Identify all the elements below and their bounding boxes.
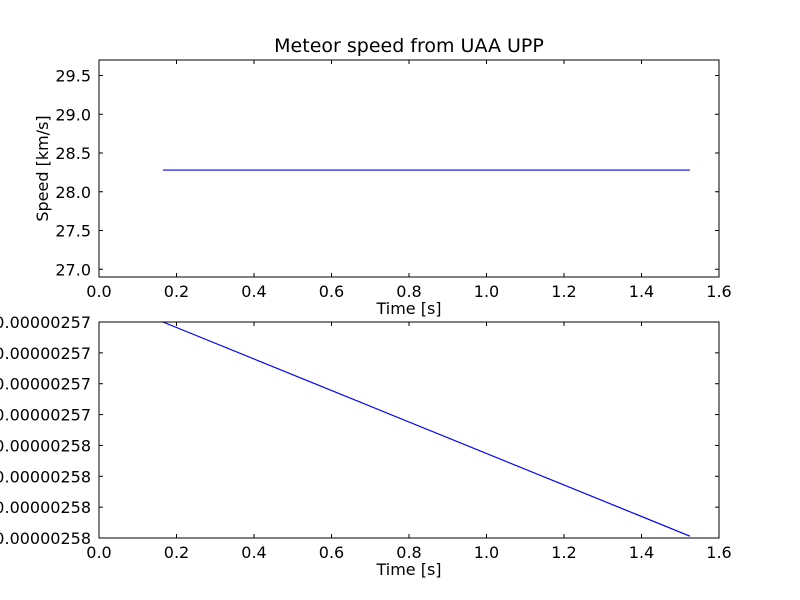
x-tick-label: 0.8 bbox=[396, 282, 421, 301]
series-line bbox=[162, 321, 691, 537]
y-tick-label: 0.00000258 bbox=[0, 467, 91, 486]
x-tick-label: 1.6 bbox=[706, 543, 731, 562]
x-tick-label: 0.0 bbox=[86, 543, 111, 562]
x-tick-label: 1.6 bbox=[706, 282, 731, 301]
x-tick-label: 1.0 bbox=[474, 282, 499, 301]
chart-title: Meteor speed from UAA UPP bbox=[274, 35, 544, 57]
x-tick-label: 0.4 bbox=[241, 543, 266, 562]
x-tick-label: 0.2 bbox=[164, 282, 189, 301]
x-tick-label: 0.0 bbox=[86, 282, 111, 301]
speed-chart: 0.0 0.2 0.4 0.6 0.8 1.0 1.2 1.4 1.6 27.0 27.5 28.0 2… bbox=[33, 35, 732, 318]
y-tick-label: 27.0 bbox=[55, 260, 91, 279]
x-tick-label: 0.6 bbox=[319, 282, 344, 301]
y-tick-label: 27.5 bbox=[55, 222, 91, 241]
x-tick-label: 0.2 bbox=[164, 543, 189, 562]
y-tick-label: 0.00000257 bbox=[0, 313, 91, 332]
x-tick-label: 1.2 bbox=[551, 543, 576, 562]
x-axis-label: Time [s] bbox=[375, 560, 441, 579]
x-tick-label: 0.6 bbox=[319, 543, 344, 562]
x-tick-label: 1.4 bbox=[629, 282, 654, 301]
lower-chart: 0.0 0.2 0.4 0.6 0.8 1.0 1.2 1.4 1.6 0.00000258 0.0… bbox=[0, 313, 732, 579]
y-tick-label: 28.0 bbox=[55, 183, 91, 202]
y-axis-label: Speed [km/s] bbox=[33, 115, 52, 221]
x-tick-label: 0.4 bbox=[241, 282, 266, 301]
y-tick-label: 0.00000257 bbox=[0, 406, 91, 425]
y-tick-label: 29.5 bbox=[55, 67, 91, 86]
y-tick-label: 28.5 bbox=[55, 144, 91, 163]
y-tick-label: 0.00000258 bbox=[0, 436, 91, 455]
y-tick-label: 29.0 bbox=[55, 105, 91, 124]
x-axis-label: Time [s] bbox=[375, 299, 441, 318]
x-tick-label: 1.4 bbox=[629, 543, 654, 562]
y-tick-label: 0.00000257 bbox=[0, 375, 91, 394]
y-tick-label: 0.00000258 bbox=[0, 529, 91, 548]
x-tick-label: 0.8 bbox=[396, 543, 421, 562]
x-tick-label: 1.2 bbox=[551, 282, 576, 301]
x-tick-label: 1.0 bbox=[474, 543, 499, 562]
y-tick-label: 0.00000258 bbox=[0, 498, 91, 517]
y-tick-label: 0.00000257 bbox=[0, 344, 91, 363]
